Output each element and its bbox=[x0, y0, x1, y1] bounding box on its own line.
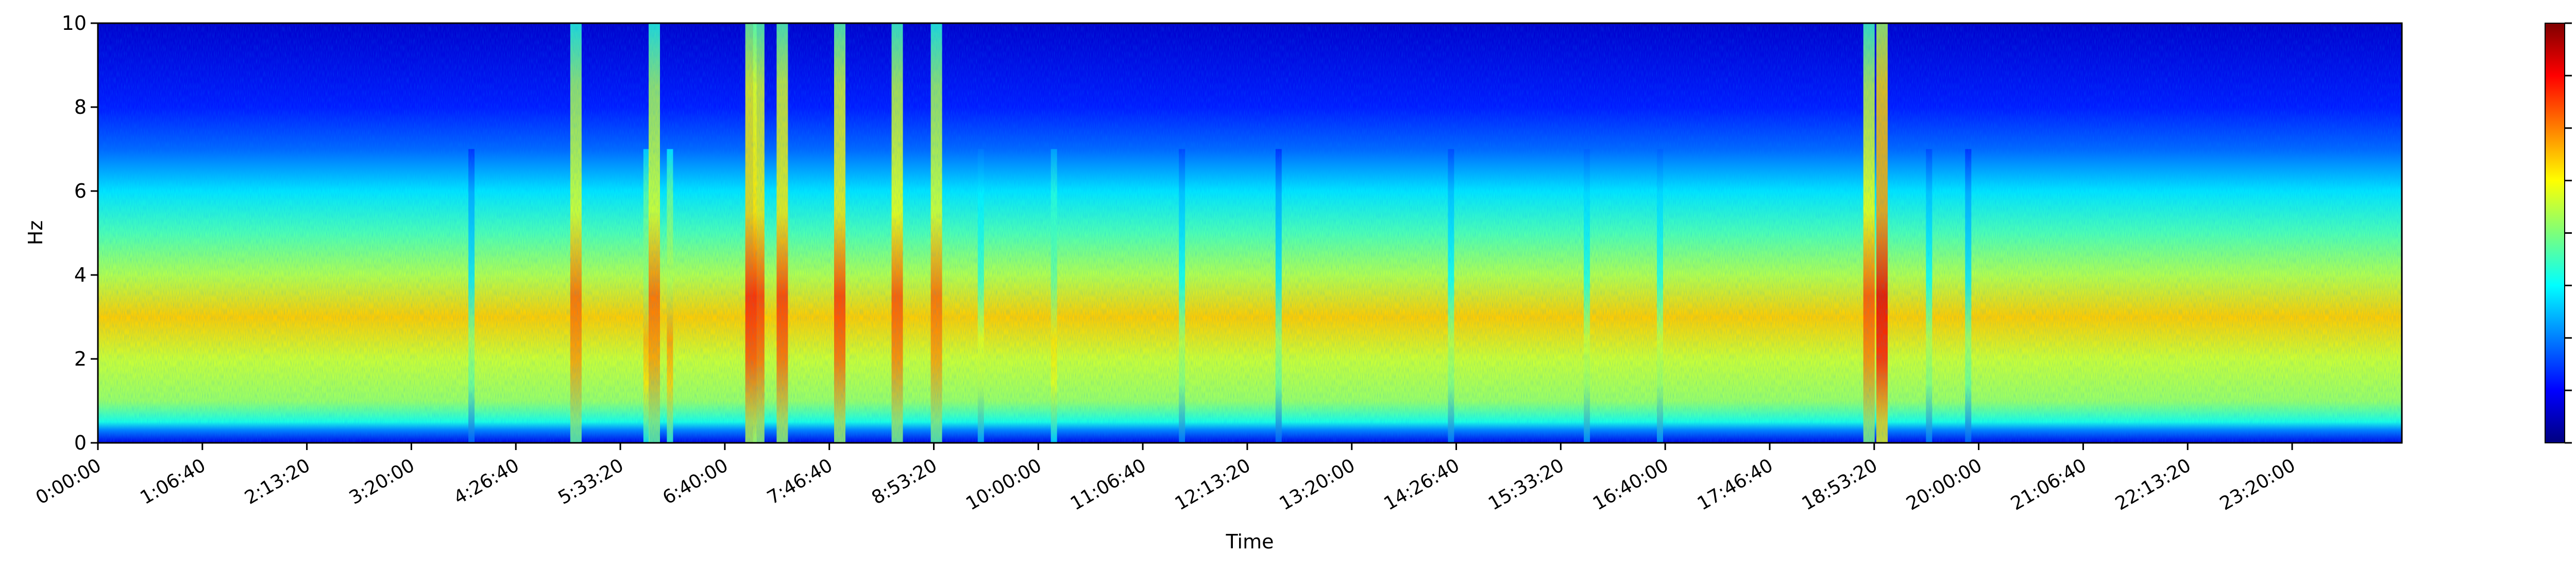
x-tick-label: 18:53:20 bbox=[1799, 455, 1882, 514]
spectrogram-noise-texture bbox=[98, 23, 2402, 443]
x-tick-label: 4:26:40 bbox=[450, 455, 523, 509]
x-tick-label: 1:06:40 bbox=[137, 455, 209, 509]
x-tick-label: 20:00:00 bbox=[1903, 455, 1986, 514]
x-tick-label: 14:26:40 bbox=[1380, 455, 1463, 514]
y-tick-label: 10 bbox=[62, 12, 87, 35]
colorbar: +0 dB-10 dB-20 dB-30 dB-40 dB-50 dB-60 d… bbox=[2545, 22, 2572, 444]
x-tick-label: 2:13:20 bbox=[241, 455, 314, 509]
x-tick-label: 5:33:20 bbox=[555, 455, 628, 509]
plot-area bbox=[97, 22, 2403, 444]
x-tick-label: 17:46:40 bbox=[1694, 455, 1777, 514]
x-axis: 0:00:00 1:06:40 2:13:20 3:20:00 4:26:40 5:33:… bbox=[32, 443, 2299, 514]
x-tick-label: 6:40:00 bbox=[659, 455, 732, 509]
x-tick-label: 8:53:20 bbox=[868, 455, 941, 509]
x-tick-label: 0:00:00 bbox=[32, 455, 105, 509]
colorbar-ticks: +0 dB-10 dB-20 dB-30 dB-40 dB-50 dB-60 d… bbox=[2565, 22, 2572, 444]
x-tick-label: 7:46:40 bbox=[764, 455, 836, 509]
x-tick-label: 11:06:40 bbox=[1067, 455, 1150, 514]
y-axis: 0 2 4 6 8 10 bbox=[62, 12, 98, 454]
y-tick-label: 8 bbox=[74, 96, 87, 118]
x-tick-label: 13:20:00 bbox=[1276, 455, 1359, 514]
x-tick-label: 15:33:20 bbox=[1485, 455, 1568, 514]
x-tick-label: 23:20:00 bbox=[2216, 455, 2299, 514]
colorbar-gradient bbox=[2545, 23, 2565, 443]
x-tick-label: 10:00:00 bbox=[962, 455, 1045, 514]
plot-frame bbox=[97, 22, 2403, 444]
x-tick-label: 3:20:00 bbox=[346, 455, 418, 509]
y-tick-label: 0 bbox=[74, 432, 87, 454]
y-tick-label: 2 bbox=[74, 348, 87, 370]
x-tick-label: 16:40:00 bbox=[1589, 455, 1672, 514]
x-tick-label: 21:06:40 bbox=[2007, 455, 2090, 514]
x-axis-label: Time bbox=[1226, 530, 1274, 553]
y-tick-label: 6 bbox=[74, 180, 87, 202]
y-tick-label: 4 bbox=[74, 264, 87, 286]
x-tick-label: 12:13:20 bbox=[1172, 455, 1255, 514]
y-axis-label: Hz bbox=[24, 220, 47, 246]
x-tick-label: 22:13:20 bbox=[2112, 455, 2195, 514]
